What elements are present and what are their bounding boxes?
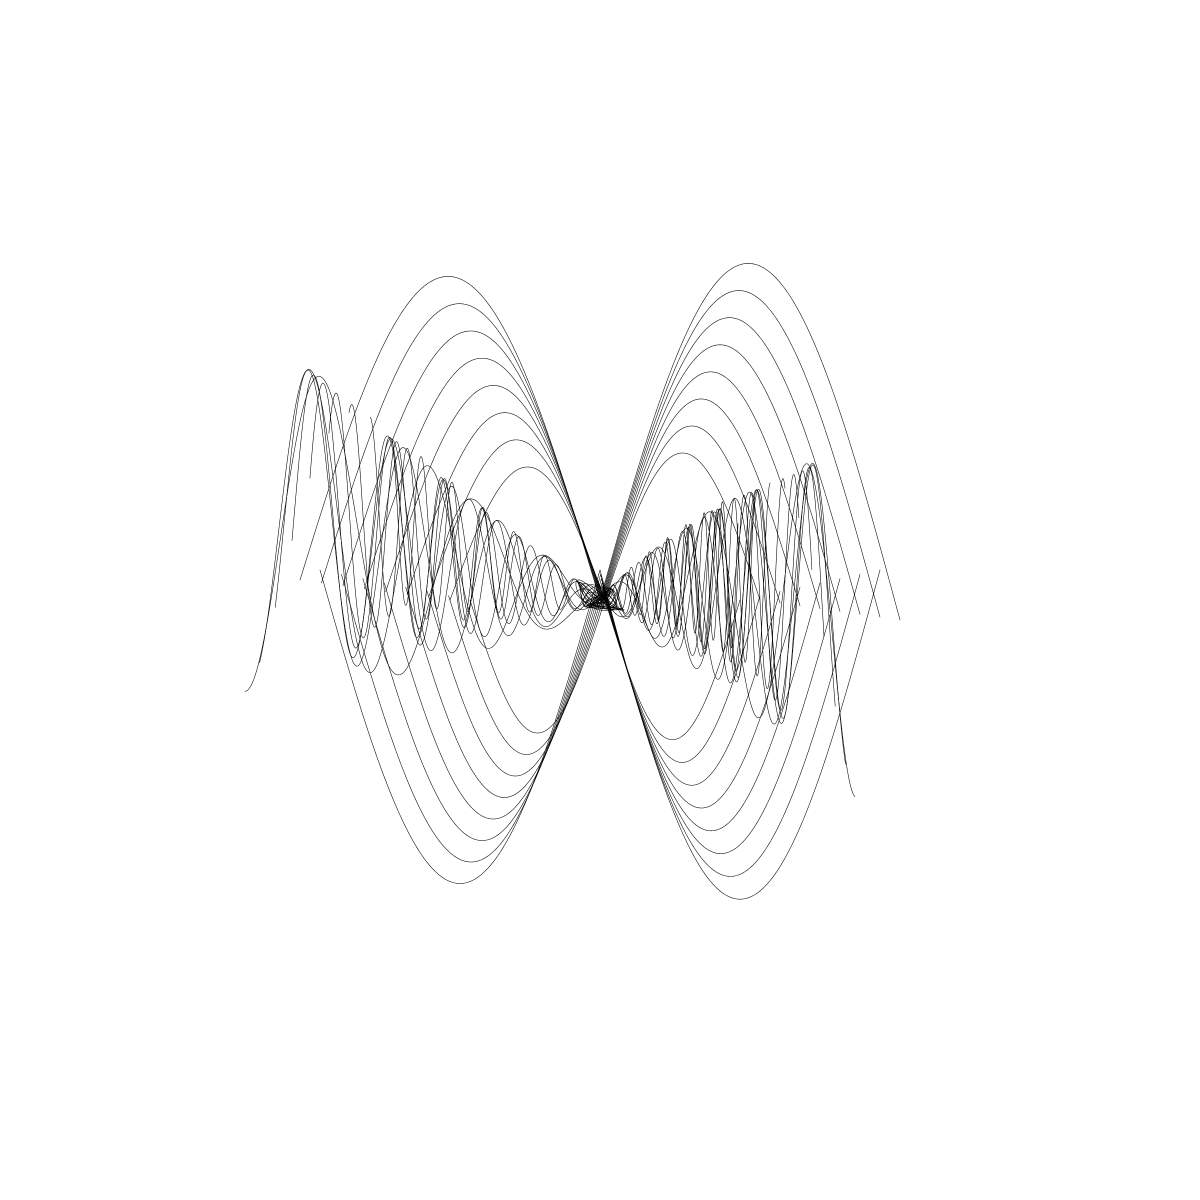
arch-curve: [364, 344, 841, 612]
center-knot-curve: [578, 582, 622, 610]
right-fan-curve: [599, 467, 825, 719]
left-fan-curve: [244, 376, 601, 692]
center-knot-curve: [588, 590, 612, 606]
right-fan-curve: [599, 464, 836, 724]
right-fan-curve: [599, 463, 846, 765]
arch-curve: [385, 371, 821, 609]
center-knot-curve: [575, 579, 625, 611]
arch-curve: [299, 263, 901, 621]
trough-curve: [426, 591, 781, 786]
center-knot-curve: [592, 594, 608, 604]
left-fan-curve: [259, 369, 601, 673]
curve-group: [244, 263, 901, 900]
trough-curve: [319, 569, 881, 900]
arch-curve: [449, 452, 761, 601]
right-fan-curve: [599, 482, 771, 677]
arch-curve: [406, 398, 801, 607]
left-fan-curve: [369, 416, 601, 621]
right-fan-curve: [599, 474, 800, 701]
left-fan-curve: [291, 374, 601, 658]
trough-curve: [448, 595, 761, 763]
arch-curve: [342, 317, 861, 615]
right-fan-curve: [599, 501, 739, 649]
right-fan-curve: [599, 463, 856, 798]
trough-curve: [384, 582, 821, 832]
center-knot-curve: [590, 591, 610, 605]
left-fan-curve: [309, 382, 601, 649]
trough-curve: [341, 574, 861, 877]
left-fan-curve: [392, 440, 601, 613]
left-fan-curve: [274, 369, 601, 667]
right-fan-curve: [599, 497, 755, 663]
trough-curve: [362, 578, 841, 854]
left-fan-curve: [328, 392, 601, 639]
left-fan-curve: [348, 404, 601, 629]
center-knot-curve: [585, 588, 615, 607]
